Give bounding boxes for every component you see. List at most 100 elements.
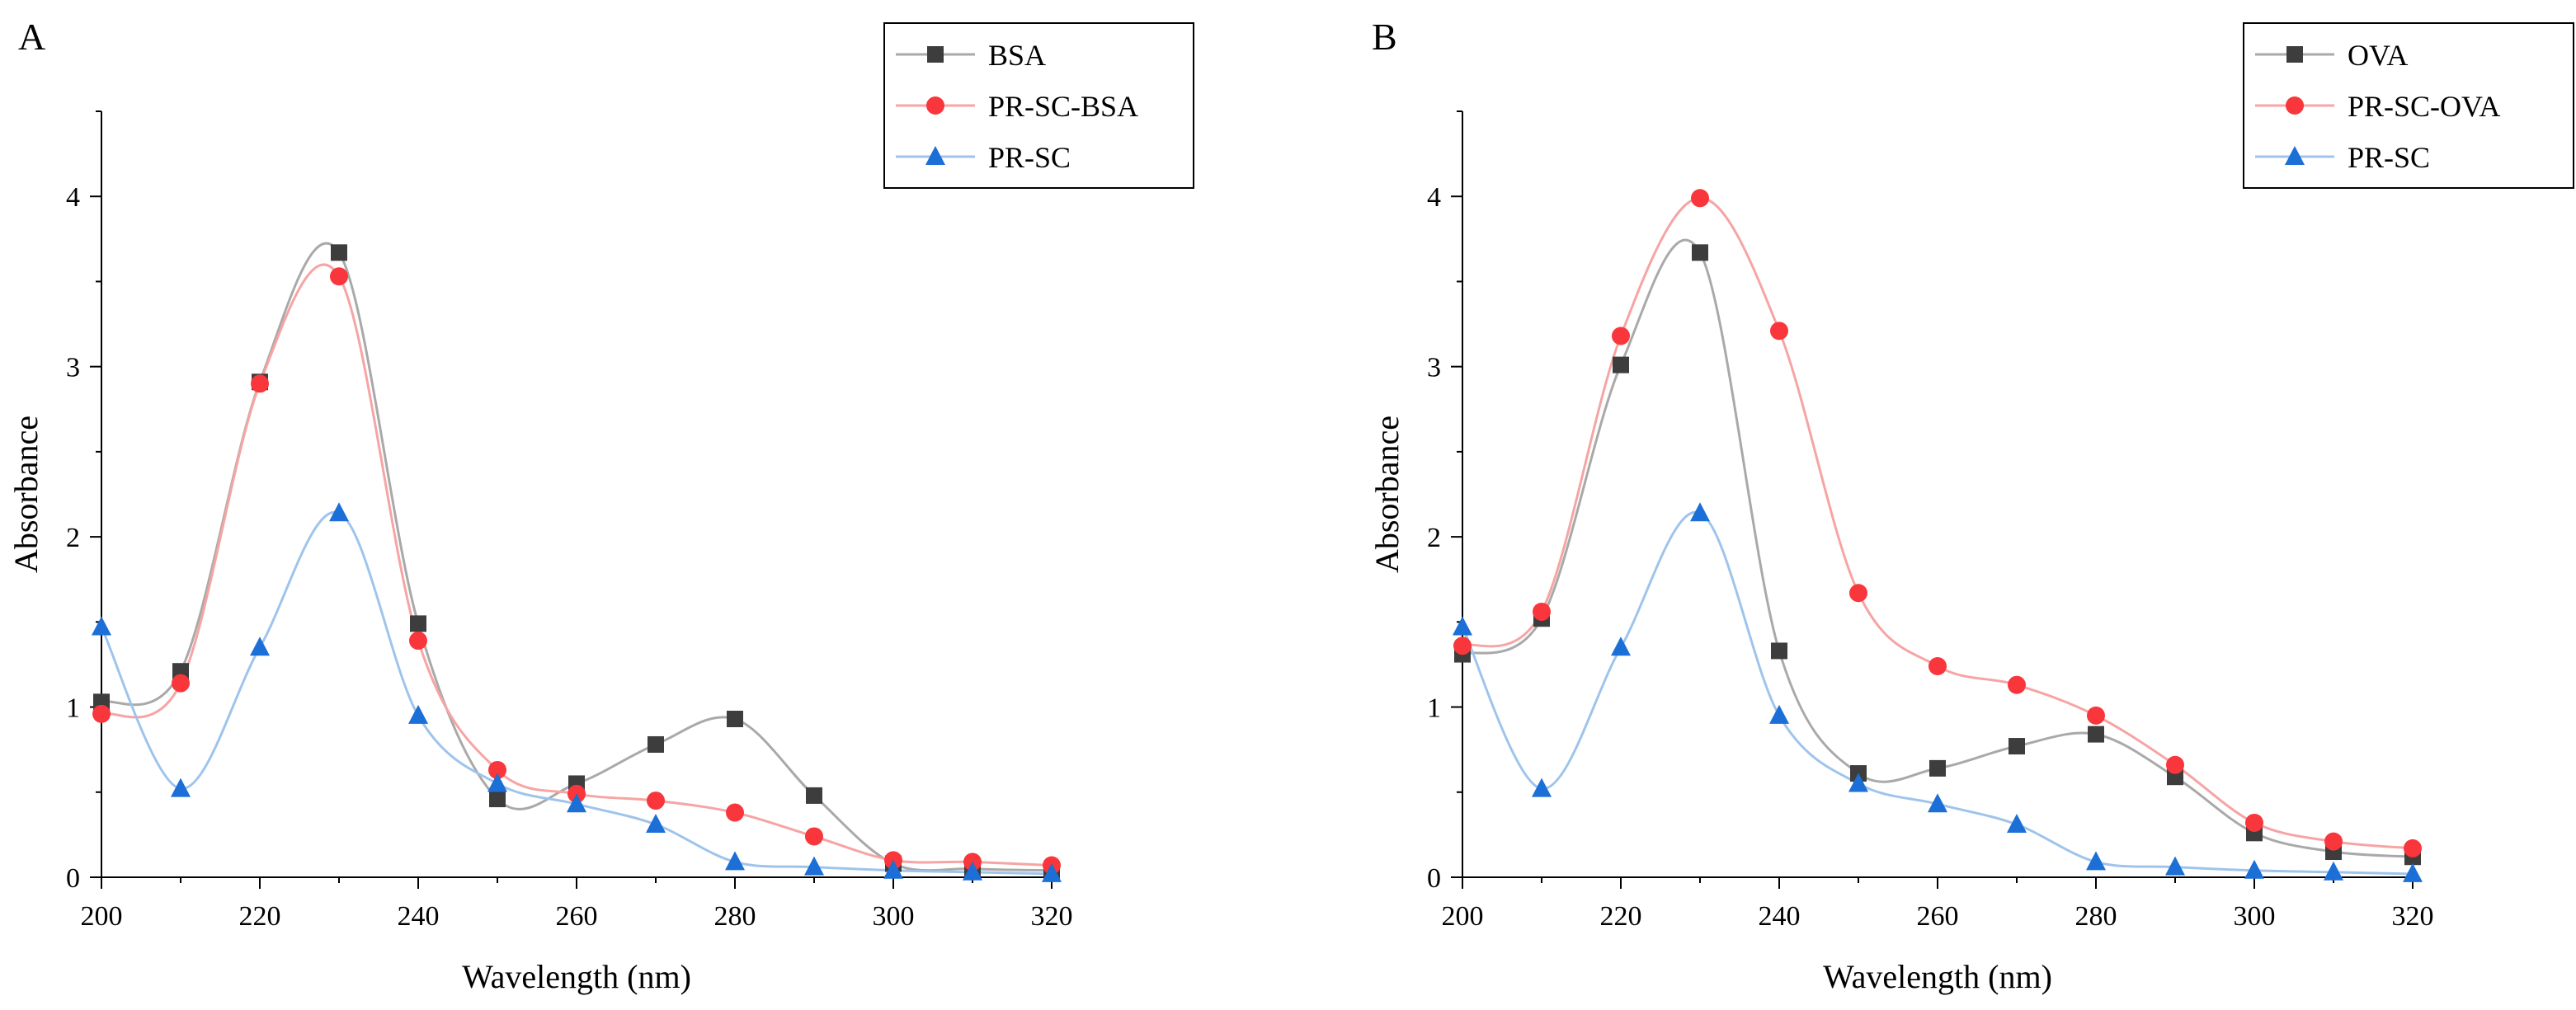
chart-panel-a: A 200 220 240 260 280 300 320 0 1 2 3 4 Wavelength (n…	[7, 16, 1194, 995]
x-tick-label: 300	[873, 901, 915, 932]
legend-label: BSA	[988, 39, 1046, 72]
legend-marker-bsa	[927, 46, 944, 63]
x-tick-label: 260	[556, 901, 598, 932]
legend: OVA PR-SC-OVA PR-SC	[2243, 22, 2574, 189]
data-point-pr-sc-bsa	[251, 374, 269, 393]
data-point-bsa	[489, 791, 506, 808]
series-line-pr-sc	[100, 510, 1053, 876]
data-point-bsa	[410, 615, 426, 632]
data-point-bsa	[806, 787, 822, 804]
x-axis-label: Wavelength (nm)	[462, 958, 691, 995]
x-tick-label: 220	[239, 901, 281, 932]
x-tick-label: 280	[2075, 901, 2117, 932]
data-point-ova	[2009, 738, 2025, 755]
legend-label: OVA	[2348, 39, 2408, 72]
series-line-pr-sc-ova	[1462, 196, 2414, 850]
data-point-pr-sc	[1690, 502, 1710, 522]
data-point-pr-sc	[2244, 859, 2264, 879]
data-point-pr-sc	[250, 637, 270, 656]
data-point-pr-sc	[329, 502, 349, 522]
data-point-pr-sc	[2086, 851, 2106, 871]
y-tick-label: 0	[1427, 863, 1441, 894]
legend-marker-pr-sc	[925, 146, 945, 165]
data-point-pr-sc	[2324, 861, 2343, 881]
data-point-pr-sc-ova	[2087, 706, 2105, 725]
data-point-ova	[1613, 356, 1629, 373]
y-tick-label: 1	[66, 693, 80, 724]
legend-marker-pr-sc-ova	[2286, 96, 2304, 115]
data-point-pr-sc	[1928, 793, 1947, 813]
y-tick-label: 3	[1427, 353, 1441, 383]
data-point-pr-sc	[487, 773, 507, 792]
data-point-pr-sc-bsa	[647, 792, 665, 810]
data-point-pr-sc-ova	[2324, 832, 2343, 851]
legend-label: PR-SC-BSA	[988, 90, 1138, 123]
data-point-pr-sc	[1453, 616, 1472, 636]
y-axis-label: Absorbance	[7, 416, 45, 573]
data-point-pr-sc	[2165, 856, 2185, 876]
data-point-pr-sc-bsa	[409, 632, 427, 651]
data-point-pr-sc-bsa	[92, 704, 111, 723]
data-point-pr-sc-ova	[1849, 584, 1867, 603]
data-point-pr-sc-ova	[1928, 657, 1947, 676]
data-point-ova	[1692, 244, 1708, 261]
legend: BSA PR-SC-BSA PR-SC	[883, 22, 1194, 189]
data-point-pr-sc	[646, 814, 666, 834]
data-point-pr-sc-ova	[1691, 189, 1709, 208]
x-tick-label: 280	[714, 901, 756, 932]
series-line-pr-sc-bsa	[101, 263, 1053, 867]
y-tick-label: 4	[1427, 182, 1441, 213]
x-tick-label: 320	[1031, 901, 1073, 932]
data-point-pr-sc-ova	[2008, 675, 2026, 694]
data-point-bsa	[331, 244, 347, 261]
data-point-ova	[1771, 642, 1787, 660]
x-tick-label: 320	[2392, 901, 2434, 932]
x-tick-label: 240	[398, 901, 440, 932]
data-point-pr-sc-bsa	[172, 674, 190, 693]
y-tick-label: 0	[66, 863, 80, 894]
data-point-pr-sc-bsa	[726, 803, 744, 822]
data-point-pr-sc	[408, 704, 428, 724]
series-line-pr-sc	[1461, 510, 2414, 876]
legend-label: PR-SC-OVA	[2348, 90, 2500, 123]
data-point-pr-sc	[883, 859, 903, 879]
x-tick-label: 300	[2234, 901, 2276, 932]
data-point-pr-sc	[92, 616, 111, 636]
data-point-pr-sc-ova	[1612, 326, 1630, 345]
x-tick-label: 220	[1600, 901, 1642, 932]
x-tick-label: 260	[1917, 901, 1959, 932]
series-line-ova	[1462, 238, 2414, 858]
data-point-pr-sc	[963, 861, 982, 881]
data-point-pr-sc	[1532, 777, 1552, 797]
y-tick-label: 2	[66, 523, 80, 553]
data-point-pr-sc	[171, 777, 191, 797]
data-point-pr-sc	[1611, 637, 1631, 656]
data-point-bsa	[727, 711, 743, 728]
legend-marker-pr-sc	[2285, 146, 2305, 165]
x-tick-label: 240	[1759, 901, 1801, 932]
data-point-pr-sc	[1769, 704, 1789, 724]
data-point-pr-sc-ova	[1770, 322, 1788, 341]
data-point-pr-sc	[2403, 862, 2423, 882]
legend-label: PR-SC	[988, 141, 1071, 174]
panel-label: B	[1372, 16, 1397, 58]
data-point-pr-sc-bsa	[805, 827, 823, 846]
data-point-pr-sc-bsa	[330, 267, 348, 286]
x-axis-label: Wavelength (nm)	[1823, 958, 2052, 995]
panel-label: A	[18, 16, 45, 58]
data-point-pr-sc	[1042, 862, 1062, 882]
data-point-pr-sc	[567, 793, 586, 813]
legend-marker-pr-sc-bsa	[926, 96, 944, 115]
data-point-ova	[2088, 726, 2104, 743]
data-point-pr-sc-ova	[2404, 839, 2422, 857]
x-tick-label: 200	[81, 901, 123, 932]
data-point-pr-sc-ova	[2245, 813, 2263, 832]
legend-label: PR-SC	[2348, 141, 2430, 174]
y-tick-label: 3	[66, 353, 80, 383]
data-point-pr-sc-bsa	[488, 760, 506, 779]
data-point-pr-sc	[2007, 814, 2027, 834]
data-point-pr-sc	[725, 851, 745, 871]
y-tick-label: 1	[1427, 693, 1441, 724]
